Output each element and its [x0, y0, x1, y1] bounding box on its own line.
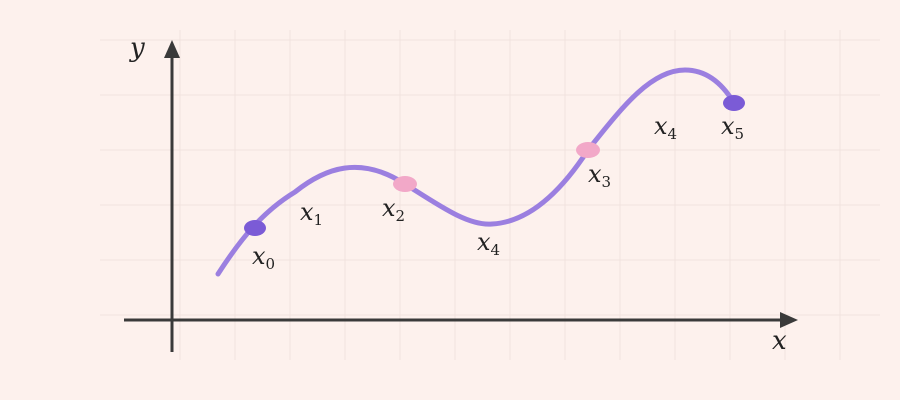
function-curve [215, 67, 737, 277]
x-axis-label: x [772, 326, 787, 356]
point-marker-x0 [244, 220, 266, 236]
point-label-x3: x3 [588, 160, 611, 191]
point-label-x0: x0 [252, 242, 275, 273]
point-marker-x3 [576, 142, 600, 158]
point-label-x4-lower: x4 [477, 228, 500, 259]
point-label-x2: x2 [382, 194, 405, 225]
point-label-x4-upper: x4 [654, 112, 677, 143]
point-label-x1: x1 [300, 198, 323, 229]
y-axis-arrowhead [164, 40, 180, 58]
point-marker-x2 [393, 176, 417, 192]
point-marker-x5 [723, 95, 745, 111]
background-grid [100, 30, 880, 360]
y-axis-label: y [129, 33, 145, 63]
x-axis-arrowhead [780, 312, 798, 328]
point-label-x5: x5 [721, 112, 744, 143]
